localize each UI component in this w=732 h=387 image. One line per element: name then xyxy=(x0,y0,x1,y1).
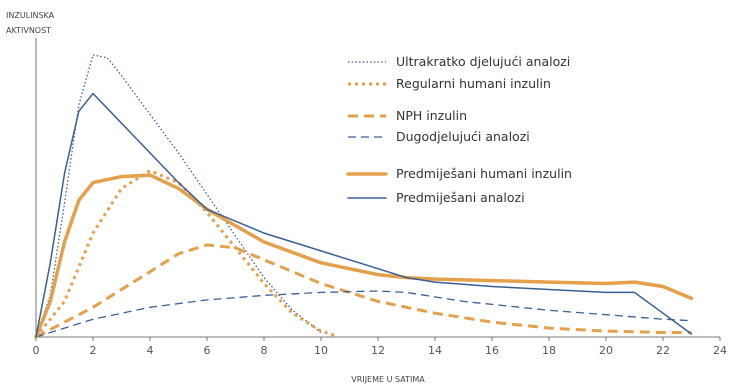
x-ticks: 0 2 4 6 8 10 12 14 16 18 20 22 24 xyxy=(33,337,727,357)
legend-label-nph-inzulin: NPH inzulin xyxy=(396,108,467,123)
series-line-regularni-humani-inzulin xyxy=(34,169,336,338)
series-line-predmijesani-analozi xyxy=(35,92,693,338)
legend-label-dugodjelujuci-analozi: Dugodjelujući analozi xyxy=(396,129,530,144)
x-tick-label: 2 xyxy=(90,344,97,357)
legend-label-ultrakratko-djelujuci-analozi: Ultrakratko djelujući analozi xyxy=(396,54,570,69)
x-tick-label: 0 xyxy=(33,344,40,357)
y-axis-title-line-2: AKTIVNOST xyxy=(6,26,51,35)
x-tick-label: 20 xyxy=(599,344,613,357)
x-tick-label: 8 xyxy=(261,344,268,357)
series-line-ultrakratko-djelujuci-analozi xyxy=(35,54,322,338)
legend-label-predmijesani-analozi: Predmiješani analozi xyxy=(396,190,525,205)
x-tick-label: 24 xyxy=(713,344,727,357)
x-tick-label: 16 xyxy=(485,344,499,357)
series-line-predmijesani-humani-inzulin xyxy=(34,173,694,339)
x-axis-title: VRIJEME U SATIMA xyxy=(351,375,425,384)
x-tick-label: 12 xyxy=(371,344,385,357)
y-axis-title-line-1: INZULINSKA xyxy=(6,11,55,20)
x-tick-label: 22 xyxy=(656,344,670,357)
x-tick-label: 4 xyxy=(147,344,154,357)
legend-label-regularni-humani-inzulin: Regularni humani inzulin xyxy=(396,76,551,91)
x-tick-label: 10 xyxy=(314,344,328,357)
x-tick-label: 18 xyxy=(542,344,556,357)
legend-label-predmijesani-humani-inzulin: Predmiješani humani inzulin xyxy=(396,166,572,181)
legend: Ultrakratko djelujući analozi Regularni h… xyxy=(346,54,572,205)
plot-area xyxy=(34,54,694,339)
series-line-dugodjelujuci-analozi xyxy=(35,290,692,338)
x-tick-label: 6 xyxy=(204,344,211,357)
x-tick-label: 14 xyxy=(428,344,442,357)
